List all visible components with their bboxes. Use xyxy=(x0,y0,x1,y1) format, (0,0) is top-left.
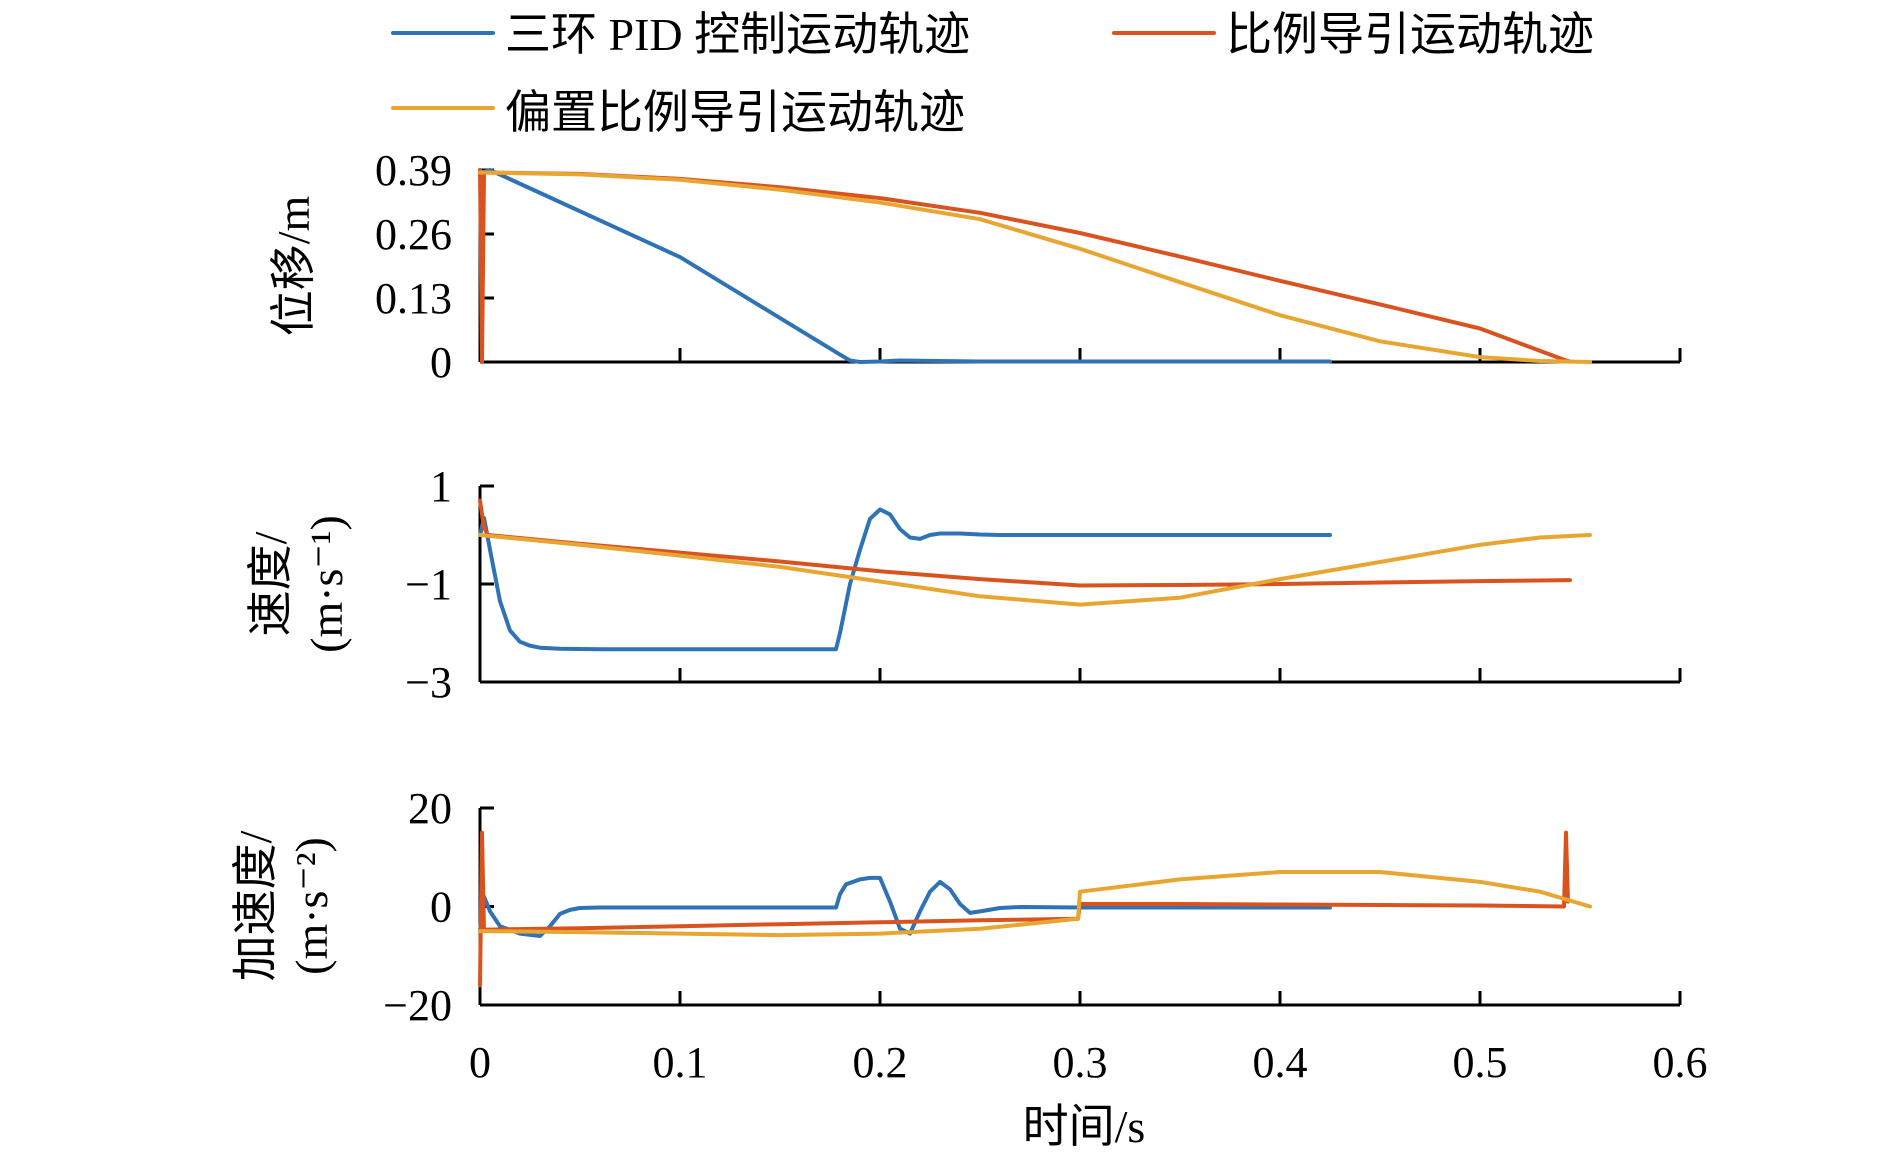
series-line-velocity-2 xyxy=(478,533,1592,607)
legend: 三环 PID 控制运动轨迹 比例导引运动轨迹 偏置比例导引运动轨迹 xyxy=(391,9,1594,138)
y-tick-label-displacement: 0.26 xyxy=(375,210,452,259)
x-tick-label: 0.2 xyxy=(853,1038,908,1087)
y-tick-label-velocity: 1 xyxy=(430,462,452,511)
y-tick-label-acceleration: 20 xyxy=(408,784,452,833)
series-line-displacement-2 xyxy=(478,170,1592,364)
y-tick-label-velocity: −1 xyxy=(405,560,452,609)
y-axis-title-line: (m·s⁻¹) xyxy=(301,515,352,653)
legend-label-pid: 三环 PID 控制运动轨迹 xyxy=(505,9,970,60)
legend-entry-pid: 三环 PID 控制运动轨迹 xyxy=(391,9,970,60)
x-tick-label: 0.1 xyxy=(653,1038,708,1087)
x-tick-label: 0 xyxy=(469,1038,491,1087)
legend-label-pn: 比例导引运动轨迹 xyxy=(1226,9,1594,60)
y-tick-label-velocity: −3 xyxy=(405,658,452,707)
panel-acceleration: 0 0.1 0.2 0.3 0.4 0.5 0.6 −20 0 20 加速度/(m·s⁻²) xyxy=(230,784,1708,1087)
y-axis-title-velocity: 速度/(m·s⁻¹) xyxy=(245,515,352,653)
x-tick-label: 0.3 xyxy=(1053,1038,1108,1087)
y-axis-title-acceleration: 加速度/(m·s⁻²) xyxy=(230,830,337,981)
x-axis-title: 时间/s xyxy=(1023,1101,1146,1152)
panel-velocity: −3 −1 1 速度/(m·s⁻¹) xyxy=(245,462,1682,707)
y-axis-title-line: (m·s⁻²) xyxy=(286,837,337,975)
y-tick-label-acceleration: −20 xyxy=(383,981,452,1030)
series-line-velocity-0 xyxy=(478,507,1332,652)
y-tick-label-displacement: 0.39 xyxy=(375,146,452,195)
x-tick-label: 0.5 xyxy=(1453,1038,1508,1087)
legend-entry-pn: 比例导引运动轨迹 xyxy=(1112,9,1594,60)
legend-label-bpn: 偏置比例导引运动轨迹 xyxy=(505,87,965,138)
series-line-displacement-0 xyxy=(478,168,1332,364)
y-axis-title-line: 加速度/ xyxy=(230,830,281,981)
x-tick-label: 0.4 xyxy=(1253,1038,1308,1087)
x-tick-label: 0.6 xyxy=(1653,1038,1708,1087)
y-tick-label-displacement: 0 xyxy=(430,338,452,387)
series-line-displacement-1 xyxy=(478,168,1572,364)
series-line-acceleration-2 xyxy=(478,870,1592,938)
series-line-velocity-1 xyxy=(478,498,1572,588)
y-axis-title-line: 位移/m xyxy=(268,196,319,337)
y-axis-title-displacement: 位移/m xyxy=(268,196,319,337)
y-axis-title-line: 速度/ xyxy=(245,531,296,636)
y-tick-label-acceleration: 0 xyxy=(430,883,452,932)
panel-displacement: 0 0.13 0.26 0.39 位移/m xyxy=(268,146,1682,387)
legend-entry-bpn: 偏置比例导引运动轨迹 xyxy=(391,87,965,138)
y-tick-label-displacement: 0.13 xyxy=(375,274,452,323)
